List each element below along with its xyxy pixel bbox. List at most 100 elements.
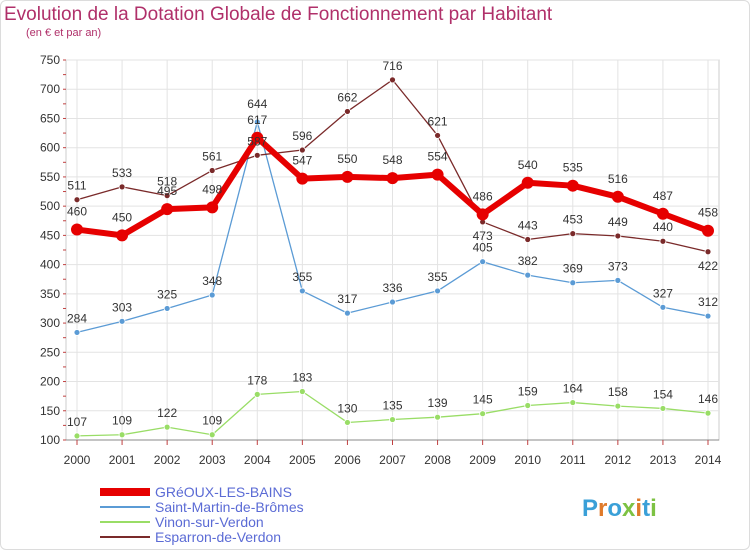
- data-point: [163, 192, 171, 200]
- x-tick-label: 2004: [244, 453, 271, 467]
- data-label: 443: [518, 218, 538, 232]
- legend-label: Saint-Martin-de-Brômes: [155, 499, 304, 515]
- data-label: 533: [112, 166, 132, 180]
- data-point: [434, 287, 441, 295]
- data-label: 453: [563, 213, 583, 227]
- data-point: [341, 170, 354, 183]
- data-point: [163, 305, 171, 312]
- data-label: 617: [247, 113, 267, 127]
- y-tick-label: 200: [40, 375, 60, 389]
- data-label: 561: [202, 149, 222, 163]
- data-point: [434, 132, 441, 139]
- data-label: 473: [473, 229, 493, 243]
- data-point: [659, 237, 667, 245]
- y-tick-label: 450: [40, 228, 60, 242]
- y-tick-label: 600: [40, 141, 60, 155]
- data-label: 621: [428, 114, 448, 128]
- proxiti-logo: Proxiti: [582, 495, 657, 522]
- data-label: 158: [608, 385, 628, 399]
- data-label: 369: [563, 262, 583, 276]
- data-label: 183: [292, 370, 312, 384]
- data-label: 373: [608, 259, 628, 273]
- y-tick-label: 150: [40, 404, 60, 418]
- x-tick-label: 2014: [695, 453, 722, 467]
- data-point: [521, 176, 534, 189]
- data-point: [208, 167, 216, 174]
- data-point: [73, 432, 81, 440]
- data-label: 487: [653, 189, 673, 203]
- x-tick-label: 2013: [650, 453, 677, 467]
- data-label: 109: [202, 414, 222, 428]
- data-label: 548: [382, 153, 402, 167]
- data-point: [389, 298, 396, 306]
- data-label: 518: [157, 175, 177, 189]
- data-label: 107: [67, 415, 87, 429]
- data-point: [386, 172, 399, 185]
- y-tick-label: 400: [40, 258, 60, 272]
- x-tick-label: 2006: [334, 453, 361, 467]
- x-tick-label: 2009: [469, 453, 496, 467]
- data-label: 449: [608, 215, 628, 229]
- y-tick-label: 500: [40, 199, 60, 213]
- data-point: [659, 303, 667, 311]
- data-label: 486: [473, 189, 493, 203]
- data-point: [704, 409, 712, 417]
- data-point: [524, 402, 532, 409]
- data-label: 164: [563, 382, 583, 396]
- chart-title: Evolution de la Dotation Globale de Fonc…: [4, 4, 553, 25]
- data-point: [389, 416, 396, 423]
- data-label: 312: [698, 295, 718, 309]
- data-label: 458: [698, 206, 718, 220]
- data-label: 135: [382, 399, 402, 413]
- data-label: 336: [382, 281, 402, 295]
- data-point: [298, 146, 306, 154]
- data-label: 662: [337, 90, 357, 104]
- data-point: [208, 431, 216, 439]
- data-point: [614, 402, 622, 410]
- y-tick-label: 700: [40, 82, 60, 96]
- legend-label: Vinon-sur-Verdon: [155, 514, 264, 530]
- data-point: [251, 131, 264, 144]
- data-point: [296, 172, 309, 185]
- data-point: [344, 309, 351, 317]
- x-tick-label: 2010: [514, 453, 541, 467]
- y-tick-label: 300: [40, 316, 60, 330]
- data-point: [73, 196, 81, 204]
- y-tick-label: 650: [40, 111, 60, 125]
- data-point: [161, 203, 174, 216]
- x-tick-label: 2011: [560, 453, 586, 467]
- data-label: 547: [292, 154, 312, 168]
- legend-label: GRéOUX-LES-BAINS: [155, 484, 292, 500]
- data-label: 159: [518, 385, 538, 399]
- data-point: [298, 287, 306, 295]
- data-label: 540: [518, 158, 538, 172]
- data-point: [253, 118, 261, 126]
- data-point: [253, 151, 261, 159]
- chart-subtitle: (en € et par an): [26, 27, 102, 39]
- data-point: [479, 410, 487, 418]
- data-label: 716: [382, 59, 402, 73]
- data-point: [704, 248, 712, 256]
- data-point: [479, 258, 487, 266]
- x-tick-label: 2005: [289, 453, 316, 467]
- data-label: 139: [428, 396, 448, 410]
- data-point: [344, 419, 351, 426]
- data-point: [253, 390, 261, 398]
- x-tick-label: 2000: [64, 453, 91, 467]
- data-point: [566, 179, 579, 192]
- data-label: 550: [337, 152, 357, 166]
- legend-label: Esparron-de-Verdon: [155, 529, 281, 545]
- data-label: 554: [428, 150, 448, 164]
- y-tick-label: 750: [40, 53, 60, 67]
- data-point: [71, 223, 83, 236]
- y-tick-label: 550: [40, 170, 60, 184]
- data-label: 460: [67, 205, 87, 219]
- data-label: 178: [247, 373, 267, 387]
- data-point: [208, 291, 216, 299]
- y-tick-label: 250: [40, 345, 60, 359]
- data-label: 516: [608, 172, 628, 186]
- data-point: [118, 431, 126, 439]
- data-label: 355: [428, 270, 448, 284]
- data-point: [118, 183, 126, 191]
